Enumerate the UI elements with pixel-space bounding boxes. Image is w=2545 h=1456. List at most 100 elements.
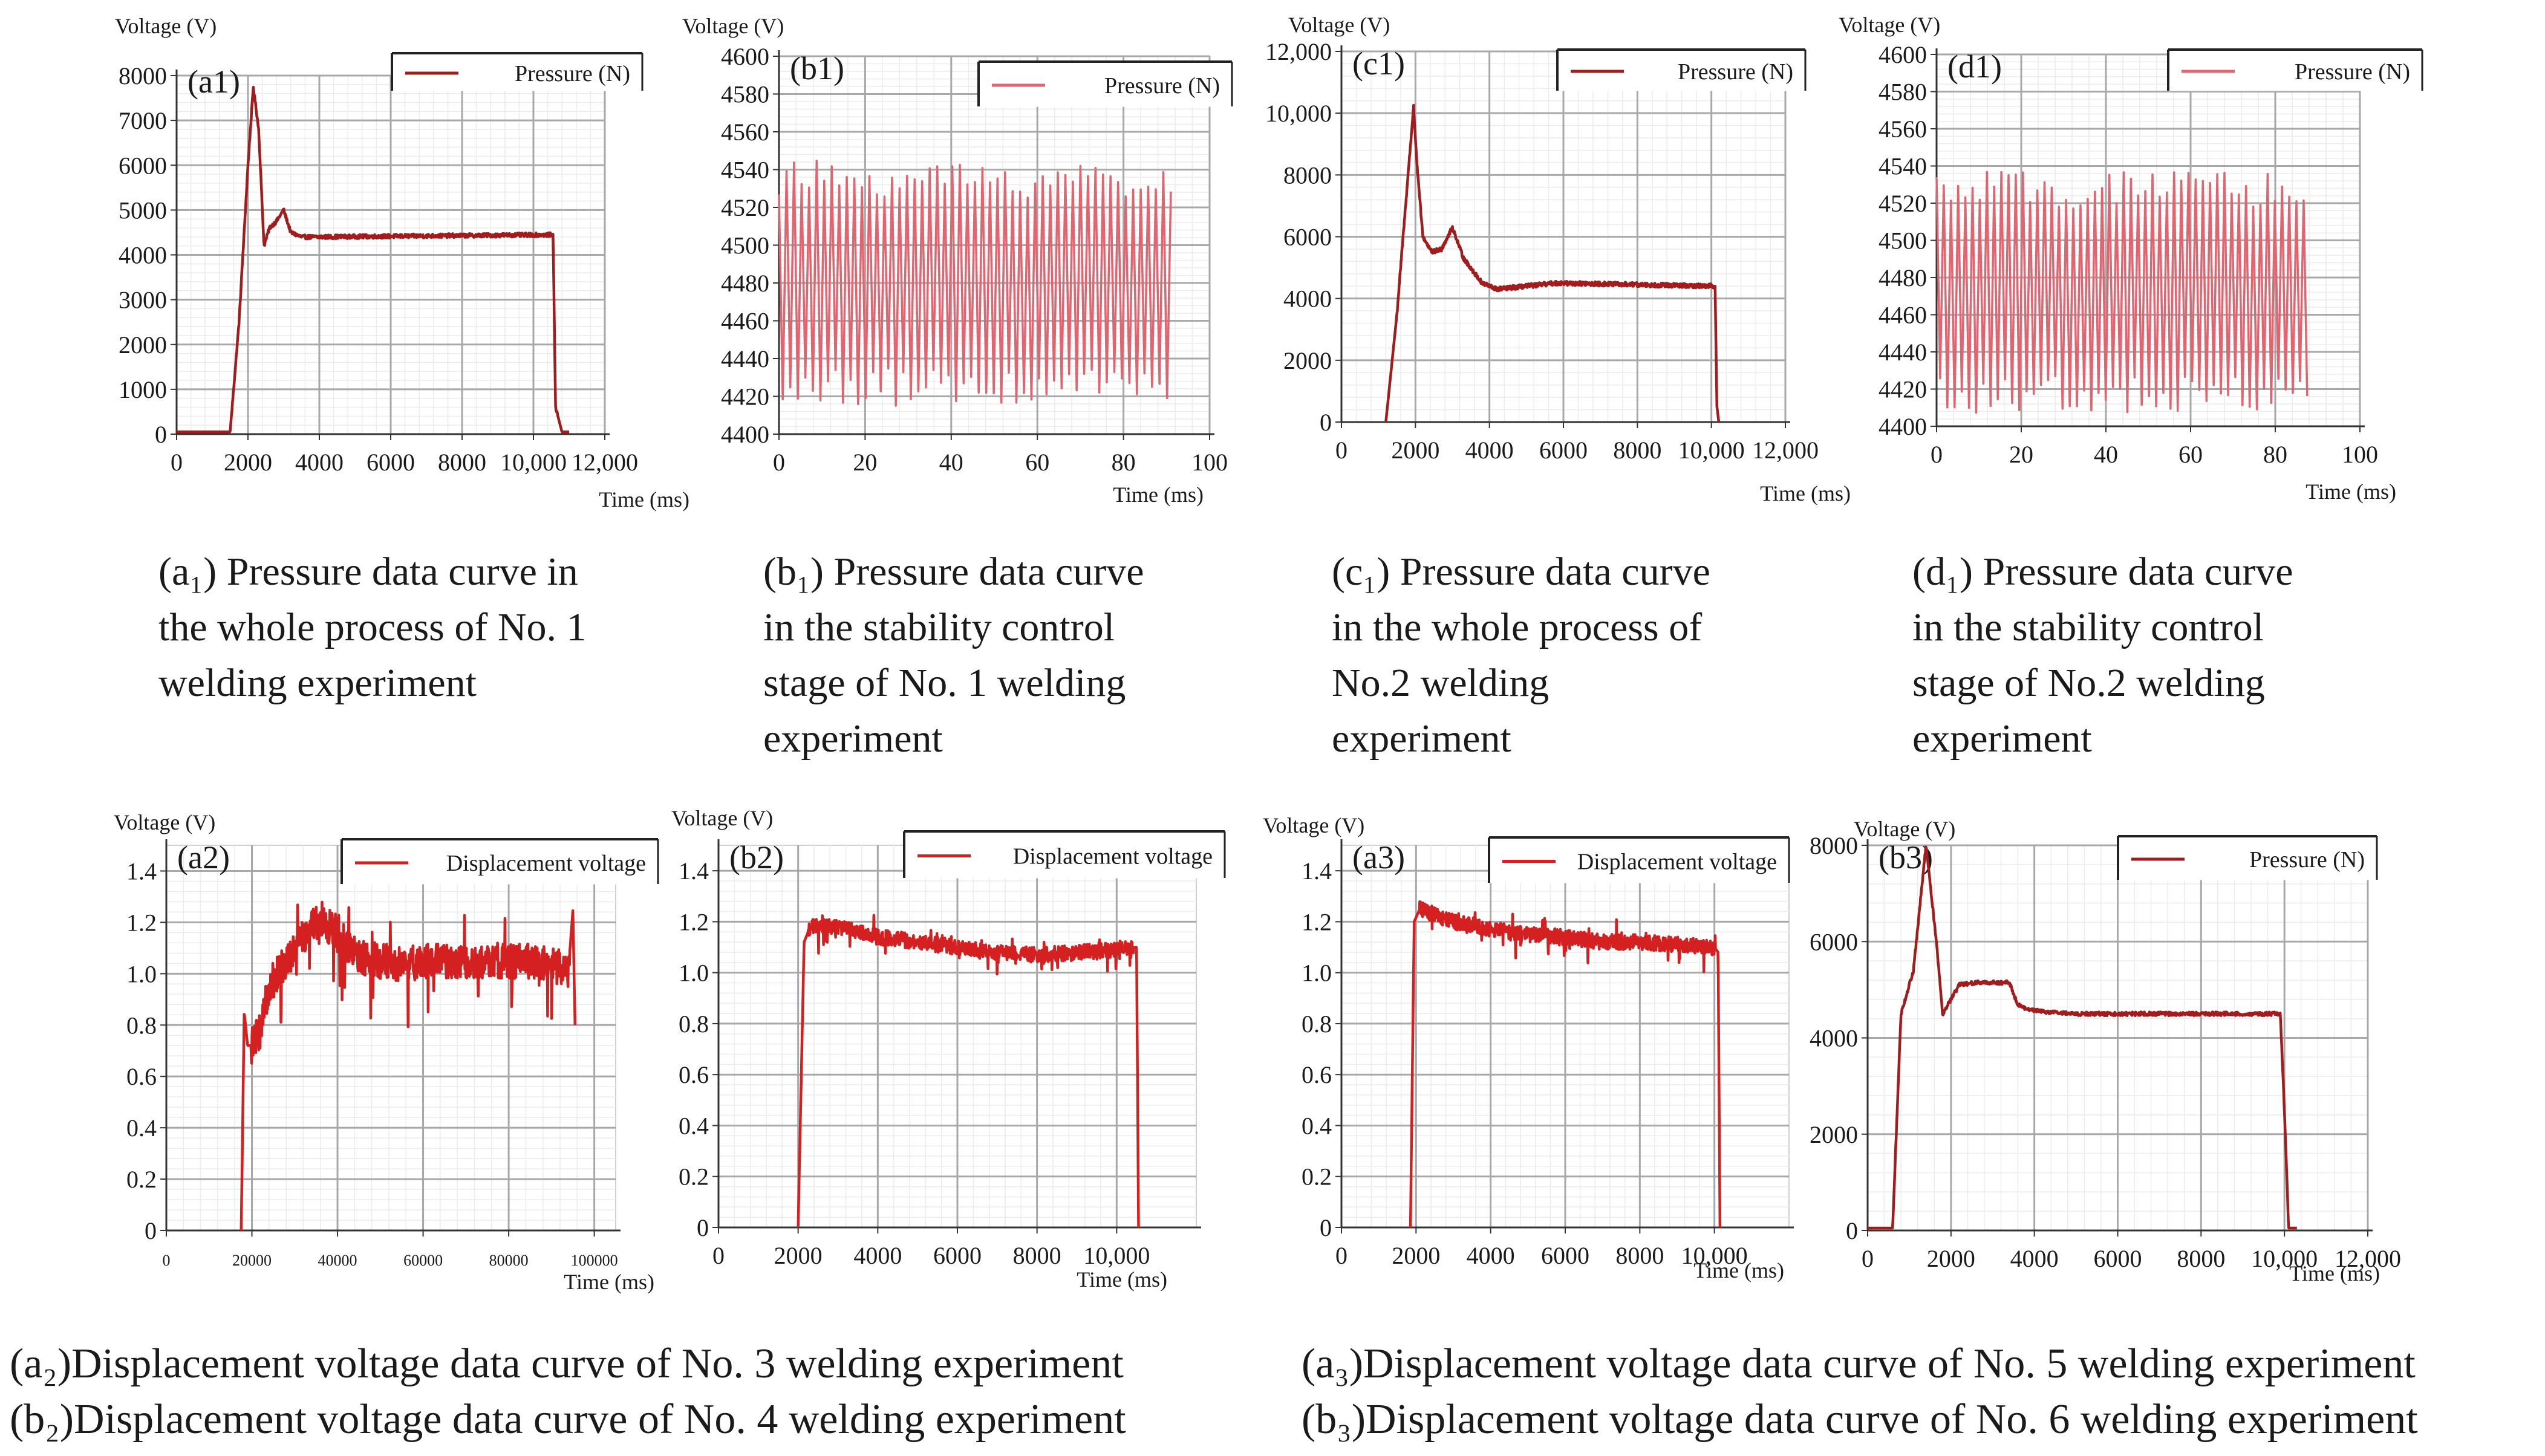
d1-y-axis-title: Voltage (V) [1839,13,1940,37]
a1-x-tick-label: 8000 [438,449,486,476]
c1-y-tick-label: 12,000 [1265,38,1332,65]
a1-y-tick-label: 2000 [119,331,167,359]
b3-x-tick-label: 4000 [2010,1245,2059,1272]
a3-legend-label: Displacement voltage [1577,850,1777,875]
a3-x-axis-title: Time (ms) [1693,1258,1784,1282]
caption-line: (a₁) Pressure data curve in [158,550,578,594]
c1-x-tick-label: 12,000 [1752,437,1819,464]
a3-panel-label: (a3) [1352,839,1405,876]
a2-x-tick-label: 0 [163,1252,171,1269]
b1-y-tick-label: 4560 [721,119,769,146]
a2-y-tick-label: 1.4 [126,857,157,885]
b2-y-tick-label: 0.6 [679,1061,709,1088]
b1-legend-label: Pressure (N) [1104,73,1220,99]
a1-series-line [175,86,570,434]
a2-y-tick-label: 1.2 [126,909,157,936]
b2-y-tick-label: 0 [697,1214,709,1241]
caption-line: (c₁) Pressure data curve [1332,550,1710,594]
c1-y-tick-label: 4000 [1283,285,1332,313]
b2-y-tick-label: 1.4 [679,857,709,885]
b2-panel-label: (b2) [729,839,784,876]
a2-y-axis-title: Voltage (V) [114,810,215,834]
c1-series-line [1384,103,1721,423]
caption-line: (d₁) Pressure data curve [1912,550,2293,594]
a1-y-axis-title: Voltage (V) [115,14,217,38]
a2-y-tick-label: 0 [145,1217,157,1244]
a1-x-tick-label: 4000 [295,449,344,476]
a2-y-tick-label: 0.4 [126,1114,157,1142]
a3-y-tick-label: 1.2 [1302,908,1332,935]
caption-line: in the whole process of [1332,605,1703,649]
caption-line: experiment [763,717,943,761]
d1-x-tick-label: 80 [2263,441,2287,468]
b1-y-tick-label: 4540 [721,157,769,184]
b3-x-tick-label: 10,000 [2251,1245,2318,1272]
d1-x-tick-label: 20 [2009,441,2033,468]
b2-legend-label: Displacement voltage [1013,844,1213,869]
d1-y-tick-label: 4580 [1879,79,1927,106]
d1-y-tick-label: 4400 [1879,413,1927,440]
caption-c1: (c₁) Pressure data curve in the whole pr… [1332,544,1710,767]
a3-x-tick-label: 2000 [1392,1242,1440,1269]
a2-y-tick-label: 0.8 [126,1012,157,1039]
caption-a1: (a₁) Pressure data curve in the whole pr… [158,544,587,711]
caption-left-bottom: (a₂)Displacement voltage data curve of N… [10,1336,1126,1448]
d1-y-tick-label: 4420 [1879,376,1927,403]
b3-series-line [1866,845,2298,1230]
a1-y-tick-label: 1000 [119,376,167,403]
caption-line: (b₁) Pressure data curve [763,550,1144,594]
a1-y-tick-label: 8000 [119,62,167,89]
a2-x-tick-label: 20000 [232,1252,272,1269]
caption-line: experiment [1912,717,2092,761]
c1-x-tick-label: 8000 [1613,437,1661,464]
a3-x-tick-label: 10,000 [1681,1242,1748,1269]
a2-y-tick-label: 1.0 [126,960,157,987]
b2-x-tick-label: 2000 [774,1242,823,1269]
a2-plot-area [166,845,616,1231]
a2-panel-label: (a2) [177,839,230,876]
b1-x-tick-label: 20 [853,449,877,476]
a1-x-tick-label: 0 [171,449,183,476]
a1-y-tick-label: 4000 [119,242,167,269]
a3-x-tick-label: 4000 [1467,1242,1515,1269]
b2-x-tick-label: 4000 [853,1242,902,1269]
a3-y-tick-label: 0.4 [1302,1112,1332,1139]
b2-x-axis-title: Time (ms) [1077,1267,1167,1292]
b1-y-tick-label: 4580 [721,81,769,108]
d1-y-tick-label: 4520 [1879,190,1927,217]
a2-series-line [240,900,577,1231]
a3-y-tick-label: 0.2 [1302,1163,1332,1191]
a3-x-tick-label: 6000 [1541,1242,1589,1269]
d1-y-tick-label: 4440 [1879,339,1927,366]
b2-y-tick-label: 1.2 [679,908,709,935]
a2-x-tick-label: 100000 [571,1252,618,1269]
d1-y-tick-label: 4460 [1879,302,1927,329]
c1-x-tick-label: 2000 [1391,437,1439,464]
a2-y-tick-label: 0.2 [126,1166,157,1193]
caption-line: (b₃)Displacement voltage data curve of N… [1302,1396,2418,1443]
d1-x-tick-label: 60 [2178,441,2203,468]
caption-line: stage of No.2 welding [1912,661,2265,705]
a2-x-tick-label: 80000 [489,1252,529,1269]
b3-x-axis-title: Time (ms) [2289,1261,2380,1285]
b3-x-tick-label: 6000 [2094,1245,2142,1272]
b1-x-tick-label: 40 [939,449,963,476]
b3-legend-label: Pressure (N) [2249,847,2365,873]
b3-y-tick-label: 2000 [1810,1121,1858,1148]
a2-x-axis-title: Time (ms) [564,1270,654,1294]
caption-line: in the stability control [763,605,1115,649]
b3-y-tick-label: 4000 [1810,1025,1858,1052]
c1-x-tick-label: 0 [1335,437,1347,464]
b3-x-tick-label: 2000 [1927,1245,1975,1272]
caption-line: in the stability control [1912,605,2264,649]
a1-y-tick-label: 5000 [119,197,167,224]
d1-y-tick-label: 4540 [1879,153,1927,180]
b1-y-tick-label: 4520 [721,194,769,221]
a1-x-tick-label: 12,000 [572,449,638,476]
b3-x-tick-label: 0 [1862,1245,1874,1272]
b3-x-tick-label: 8000 [2177,1245,2225,1272]
a3-y-axis-title: Voltage (V) [1263,813,1364,837]
caption-line: No.2 welding [1332,661,1549,705]
a1-x-tick-label: 6000 [367,449,415,476]
b3-x-tick-label: 12,000 [2335,1245,2401,1272]
